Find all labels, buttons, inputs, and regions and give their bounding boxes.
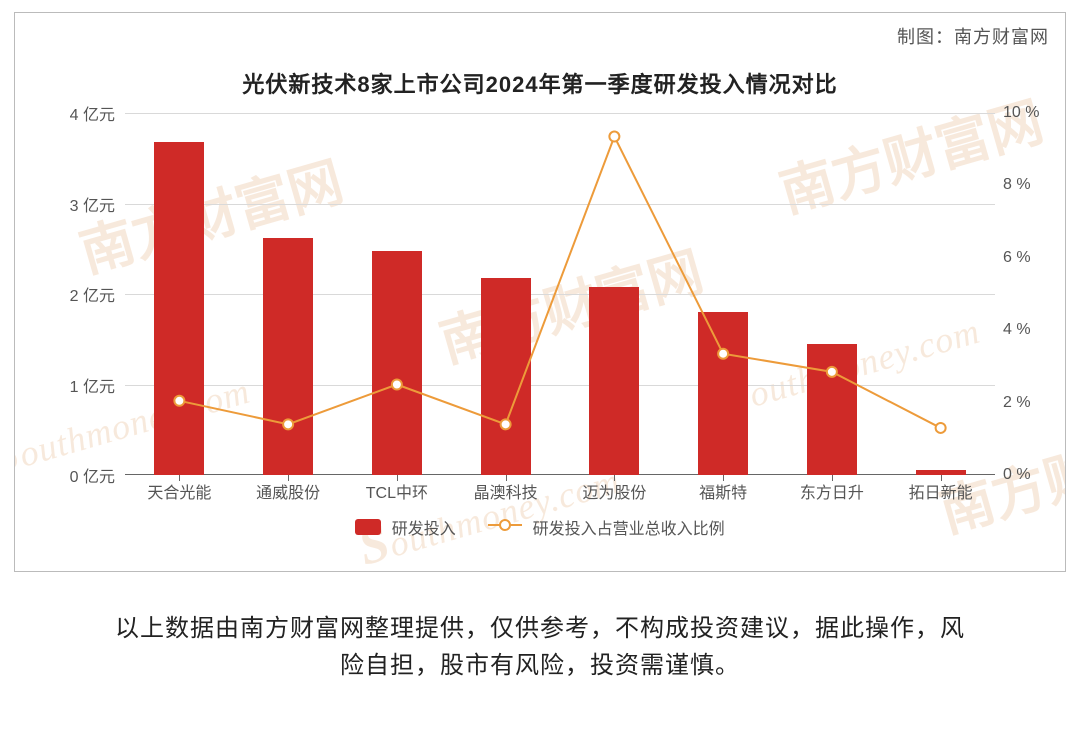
line-marker — [718, 349, 728, 359]
x-label: 拓日新能 — [909, 479, 973, 503]
x-label: 东方日升 — [800, 479, 864, 503]
x-label: 晶澳科技 — [474, 479, 538, 503]
x-axis-labels: 天合光能 通威股份 TCL中环 晶澳科技 迈为股份 福斯特 东方日升 拓日新能 — [125, 479, 995, 501]
y-left-label: 0 亿元 — [30, 463, 115, 487]
line-marker — [283, 419, 293, 429]
x-label: TCL中环 — [366, 479, 428, 503]
y-right-label: 4 % — [1003, 321, 1053, 339]
plot-area: 0 亿元1 亿元2 亿元3 亿元4 亿元0 %2 %4 %6 %8 %10 % — [125, 113, 995, 475]
disclaimer-text: 以上数据由南方财富网整理提供，仅供参考，不构成投资建议，据此操作，风险自担，股市… — [14, 610, 1066, 684]
x-label: 迈为股份 — [582, 479, 646, 503]
y-right-label: 8 % — [1003, 176, 1053, 194]
y-right-label: 10 % — [1003, 104, 1053, 122]
legend-swatch-line — [488, 518, 522, 537]
legend: 研发投入 研发投入占营业总收入比例 — [15, 515, 1065, 539]
y-left-label: 1 亿元 — [30, 373, 115, 397]
chart-title: 光伏新技术8家上市公司2024年第一季度研发投入情况对比 — [15, 67, 1065, 99]
legend-label-line: 研发投入占营业总收入比例 — [533, 521, 725, 538]
x-label: 通威股份 — [256, 479, 320, 503]
legend-swatch-bar — [355, 519, 381, 535]
x-label: 天合光能 — [147, 479, 211, 503]
page-root: 南方财富网 Southmoney.com 南方财富网 Southmoney.co… — [0, 0, 1080, 732]
line-marker — [609, 132, 619, 142]
y-left-label: 3 亿元 — [30, 192, 115, 216]
y-left-label: 2 亿元 — [30, 282, 115, 306]
line-marker — [936, 423, 946, 433]
y-right-label: 2 % — [1003, 394, 1053, 412]
y-left-label: 4 亿元 — [30, 101, 115, 125]
line-marker — [501, 419, 511, 429]
line-marker — [392, 380, 402, 390]
line-marker — [827, 367, 837, 377]
line-layer — [125, 113, 995, 475]
line-marker — [174, 396, 184, 406]
y-right-label: 0 % — [1003, 466, 1053, 484]
x-label: 福斯特 — [699, 479, 747, 503]
credit-label: 制图：南方财富网 — [897, 23, 1049, 49]
y-right-label: 6 % — [1003, 249, 1053, 267]
legend-label-bar: 研发投入 — [392, 521, 456, 538]
chart-container: 南方财富网 Southmoney.com 南方财富网 Southmoney.co… — [14, 12, 1066, 572]
